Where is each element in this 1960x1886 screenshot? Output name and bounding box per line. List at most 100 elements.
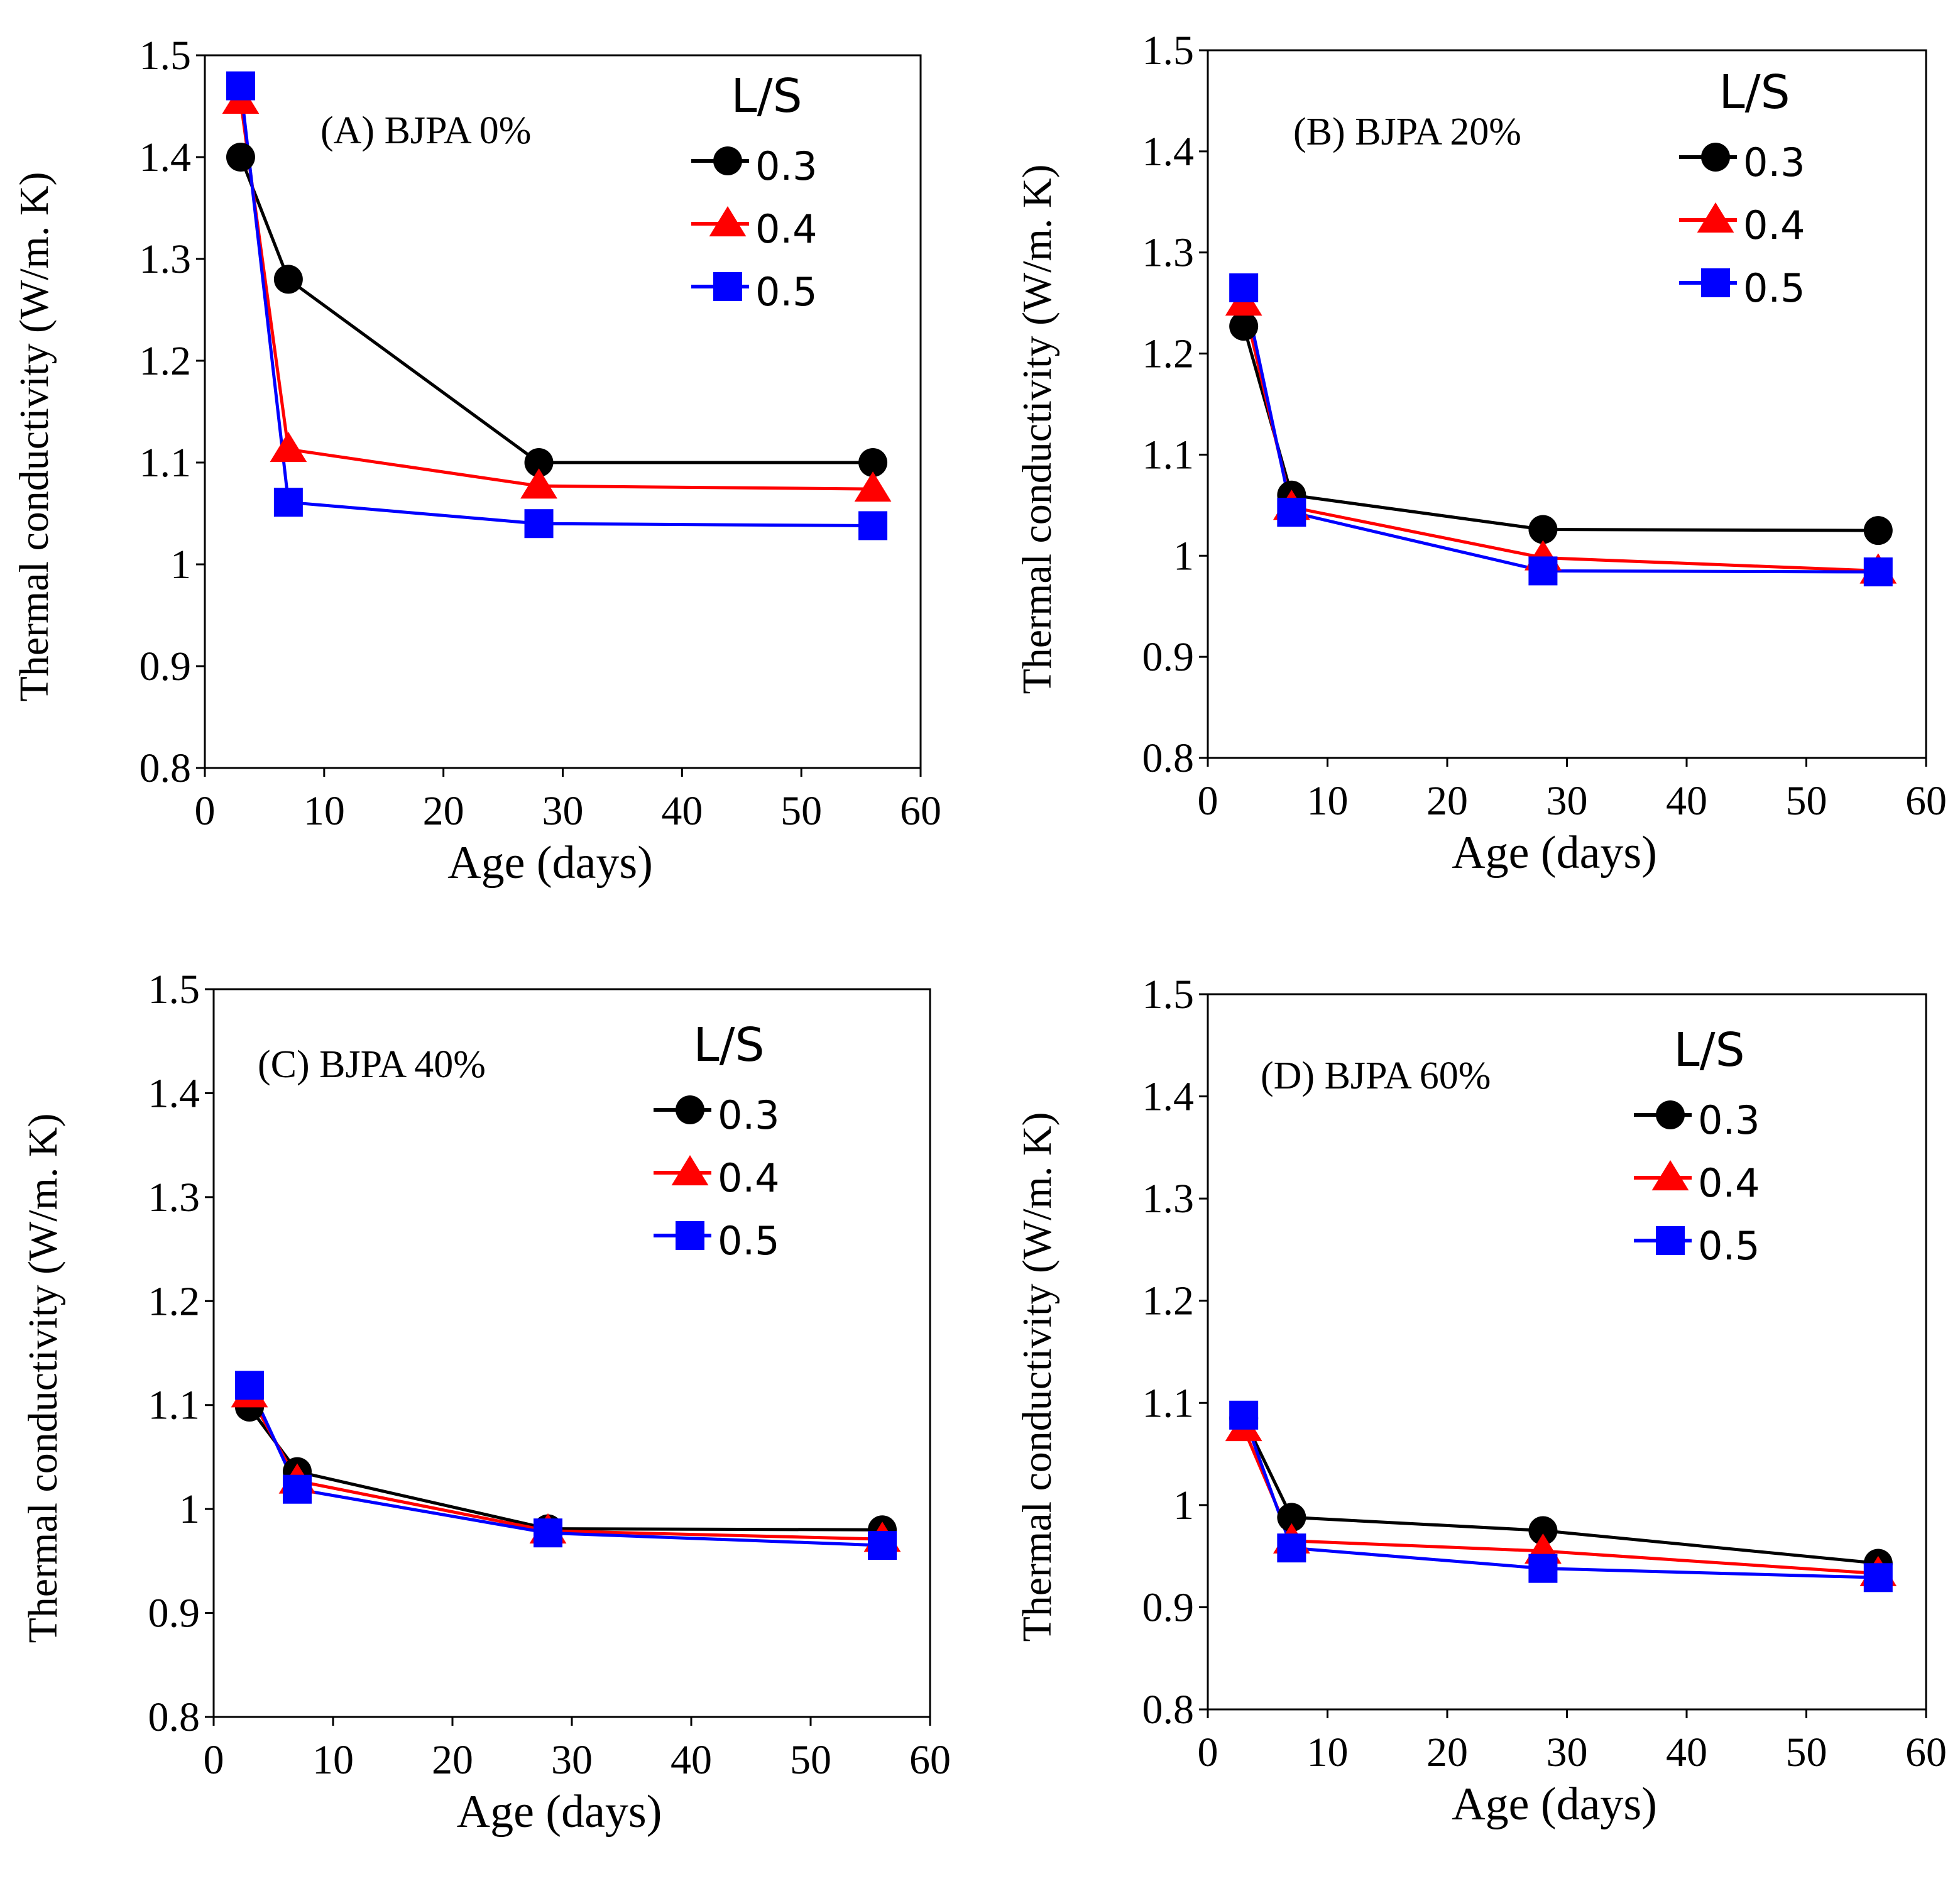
legend-item-0.4: 0.4 [1679, 202, 1805, 248]
y-tick-label: 1.2 [1142, 1278, 1195, 1324]
chart-svg-d: 0.8 0.9 1 1.1 1.2 1.3 1.4 1.5 0 10 20 30 40 50 60 Age (… [1014, 972, 1947, 1830]
y-tick-label: 1.4 [140, 134, 192, 180]
x-axis-label: Age (days) [1452, 827, 1657, 879]
x-tick-label: 40 [671, 1737, 712, 1783]
y-tick-label: 0.8 [1142, 1687, 1195, 1733]
legend-marker [1656, 1100, 1685, 1129]
series-line-0.4 [248, 1393, 883, 1541]
x-tick-label: 40 [1666, 1730, 1707, 1775]
legend-label: 0.5 [1698, 1223, 1760, 1269]
y-tick-label: 0.9 [140, 644, 192, 689]
y-tick-label: 1.5 [140, 33, 192, 79]
x-tick-label: 10 [1307, 778, 1349, 824]
x-tick-label: 50 [1786, 778, 1827, 824]
legend-marker [671, 1155, 709, 1186]
y-axis-label: Thermal conductivity (W/m. K) [1014, 1112, 1060, 1642]
y-tick-label: 1 [179, 1486, 200, 1532]
legend-marker [676, 1221, 704, 1250]
legend-item-0.4: 0.4 [1634, 1160, 1760, 1206]
data-point-0.5 [858, 511, 888, 540]
legend-label: 0.3 [718, 1092, 780, 1138]
y-tick-label: 1.5 [1142, 28, 1195, 74]
x-tick-label: 20 [1426, 1730, 1468, 1775]
y-tick-label: 1.1 [140, 440, 192, 486]
series-line-0.3 [248, 1406, 883, 1532]
legend-item-0.3: 0.3 [654, 1092, 780, 1138]
legend-title: L/S [693, 1018, 764, 1072]
y-tick-label: 1.1 [1142, 1380, 1195, 1426]
x-axis-label: Age (days) [447, 837, 653, 889]
y-tick-label: 1.3 [1142, 230, 1195, 276]
y-tick-label: 0.8 [1142, 735, 1195, 781]
y-axis-label: Thermal conductivity (W/m. K) [11, 172, 57, 701]
data-point-0.4 [520, 468, 557, 499]
legend-item-0.5: 0.5 [654, 1218, 780, 1264]
data-point-0.4 [854, 471, 892, 502]
legend-marker [1701, 268, 1730, 297]
x-tick-label: 20 [423, 788, 464, 834]
data-point-0.5 [1528, 556, 1558, 586]
legend-label: 0.4 [1698, 1160, 1760, 1206]
chart-title: (A) BJPA 0% [320, 109, 531, 152]
data-point-0.5 [1863, 1563, 1893, 1593]
x-axis-label: Age (days) [457, 1786, 662, 1838]
data-point-0.5 [1528, 1554, 1558, 1583]
chart-panel-b: 0.8 0.9 1 1.1 1.2 1.3 1.4 1.5 0 10 20 30 40 50 60 Age (… [980, 0, 1960, 943]
y-tick-label: 1.1 [1142, 432, 1195, 478]
data-point-0.3 [858, 448, 888, 477]
legend-marker [676, 1095, 704, 1124]
y-tick-label: 1.3 [140, 236, 192, 282]
y-axis-label: Thermal conductivity (W/m. K) [20, 1113, 66, 1643]
legend-marker [713, 272, 742, 301]
x-tick-label: 60 [1905, 1730, 1947, 1775]
series-line-0.5 [1242, 287, 1878, 574]
x-tick-label: 10 [1307, 1730, 1349, 1775]
data-point-0.5 [524, 509, 554, 539]
x-tick-label: 0 [195, 788, 216, 834]
legend-label: 0.3 [1743, 140, 1805, 185]
legend-marker [709, 206, 747, 237]
x-axis-label: Age (days) [1452, 1779, 1657, 1830]
legend-label: 0.5 [755, 269, 818, 315]
x-tick-label: 30 [1547, 1730, 1588, 1775]
y-tick-label: 1.4 [1142, 129, 1195, 175]
data-point-0.3 [1277, 1503, 1306, 1532]
data-point-0.5 [235, 1371, 264, 1400]
x-tick-label: 20 [1426, 778, 1468, 824]
chart-title: (D) BJPA 60% [1261, 1055, 1491, 1097]
series-line-0.5 [239, 85, 873, 527]
x-tick-label: 30 [542, 788, 584, 834]
series-line-0.3 [1242, 1417, 1879, 1565]
legend-label: 0.3 [755, 143, 818, 189]
legend-item-0.5: 0.5 [1634, 1223, 1760, 1269]
x-tick-label: 0 [1198, 778, 1218, 824]
plot-area [212, 988, 931, 1718]
y-tick-label: 0.8 [148, 1694, 200, 1740]
x-tick-label: 10 [304, 788, 345, 834]
legend-label: 0.4 [718, 1155, 780, 1201]
x-tick-label: 0 [1198, 1730, 1218, 1775]
legend-item-0.3: 0.3 [1634, 1097, 1760, 1143]
legend-item-0.4: 0.4 [691, 206, 818, 252]
legend-marker [1651, 1160, 1689, 1191]
data-point-0.5 [283, 1474, 312, 1504]
x-tick-label: 40 [661, 788, 703, 834]
y-axis-label: Thermal conductivity (W/m. K) [1014, 164, 1060, 694]
data-point-0.3 [1528, 515, 1558, 544]
y-tick-label: 1 [1173, 1483, 1194, 1528]
data-point-0.5 [1229, 1400, 1259, 1430]
chart-title: (B) BJPA 20% [1293, 111, 1521, 153]
x-tick-label: 20 [432, 1737, 473, 1783]
legend-label: 0.5 [718, 1218, 780, 1264]
chart-svg-b: 0.8 0.9 1 1.1 1.2 1.3 1.4 1.5 0 10 20 30 40 50 60 Age (… [1014, 28, 1947, 879]
legend-marker [1697, 202, 1734, 233]
x-tick-label: 60 [900, 788, 941, 834]
plot-area [1207, 49, 1927, 759]
y-tick-label: 1.3 [1142, 1176, 1195, 1222]
legend-label: 0.3 [1698, 1097, 1760, 1143]
chart-svg-c: 0.8 0.9 1 1.1 1.2 1.3 1.4 1.5 0 10 20 30 40 50 60 Age (… [20, 967, 951, 1838]
y-tick-label: 0.9 [1142, 634, 1195, 680]
y-tick-label: 1.4 [148, 1070, 200, 1116]
chart-svg-a: 0.8 0.9 1 1.1 1.2 1.3 1.4 1.5 0 10 20 30 40 50 60 Age (… [11, 33, 941, 889]
